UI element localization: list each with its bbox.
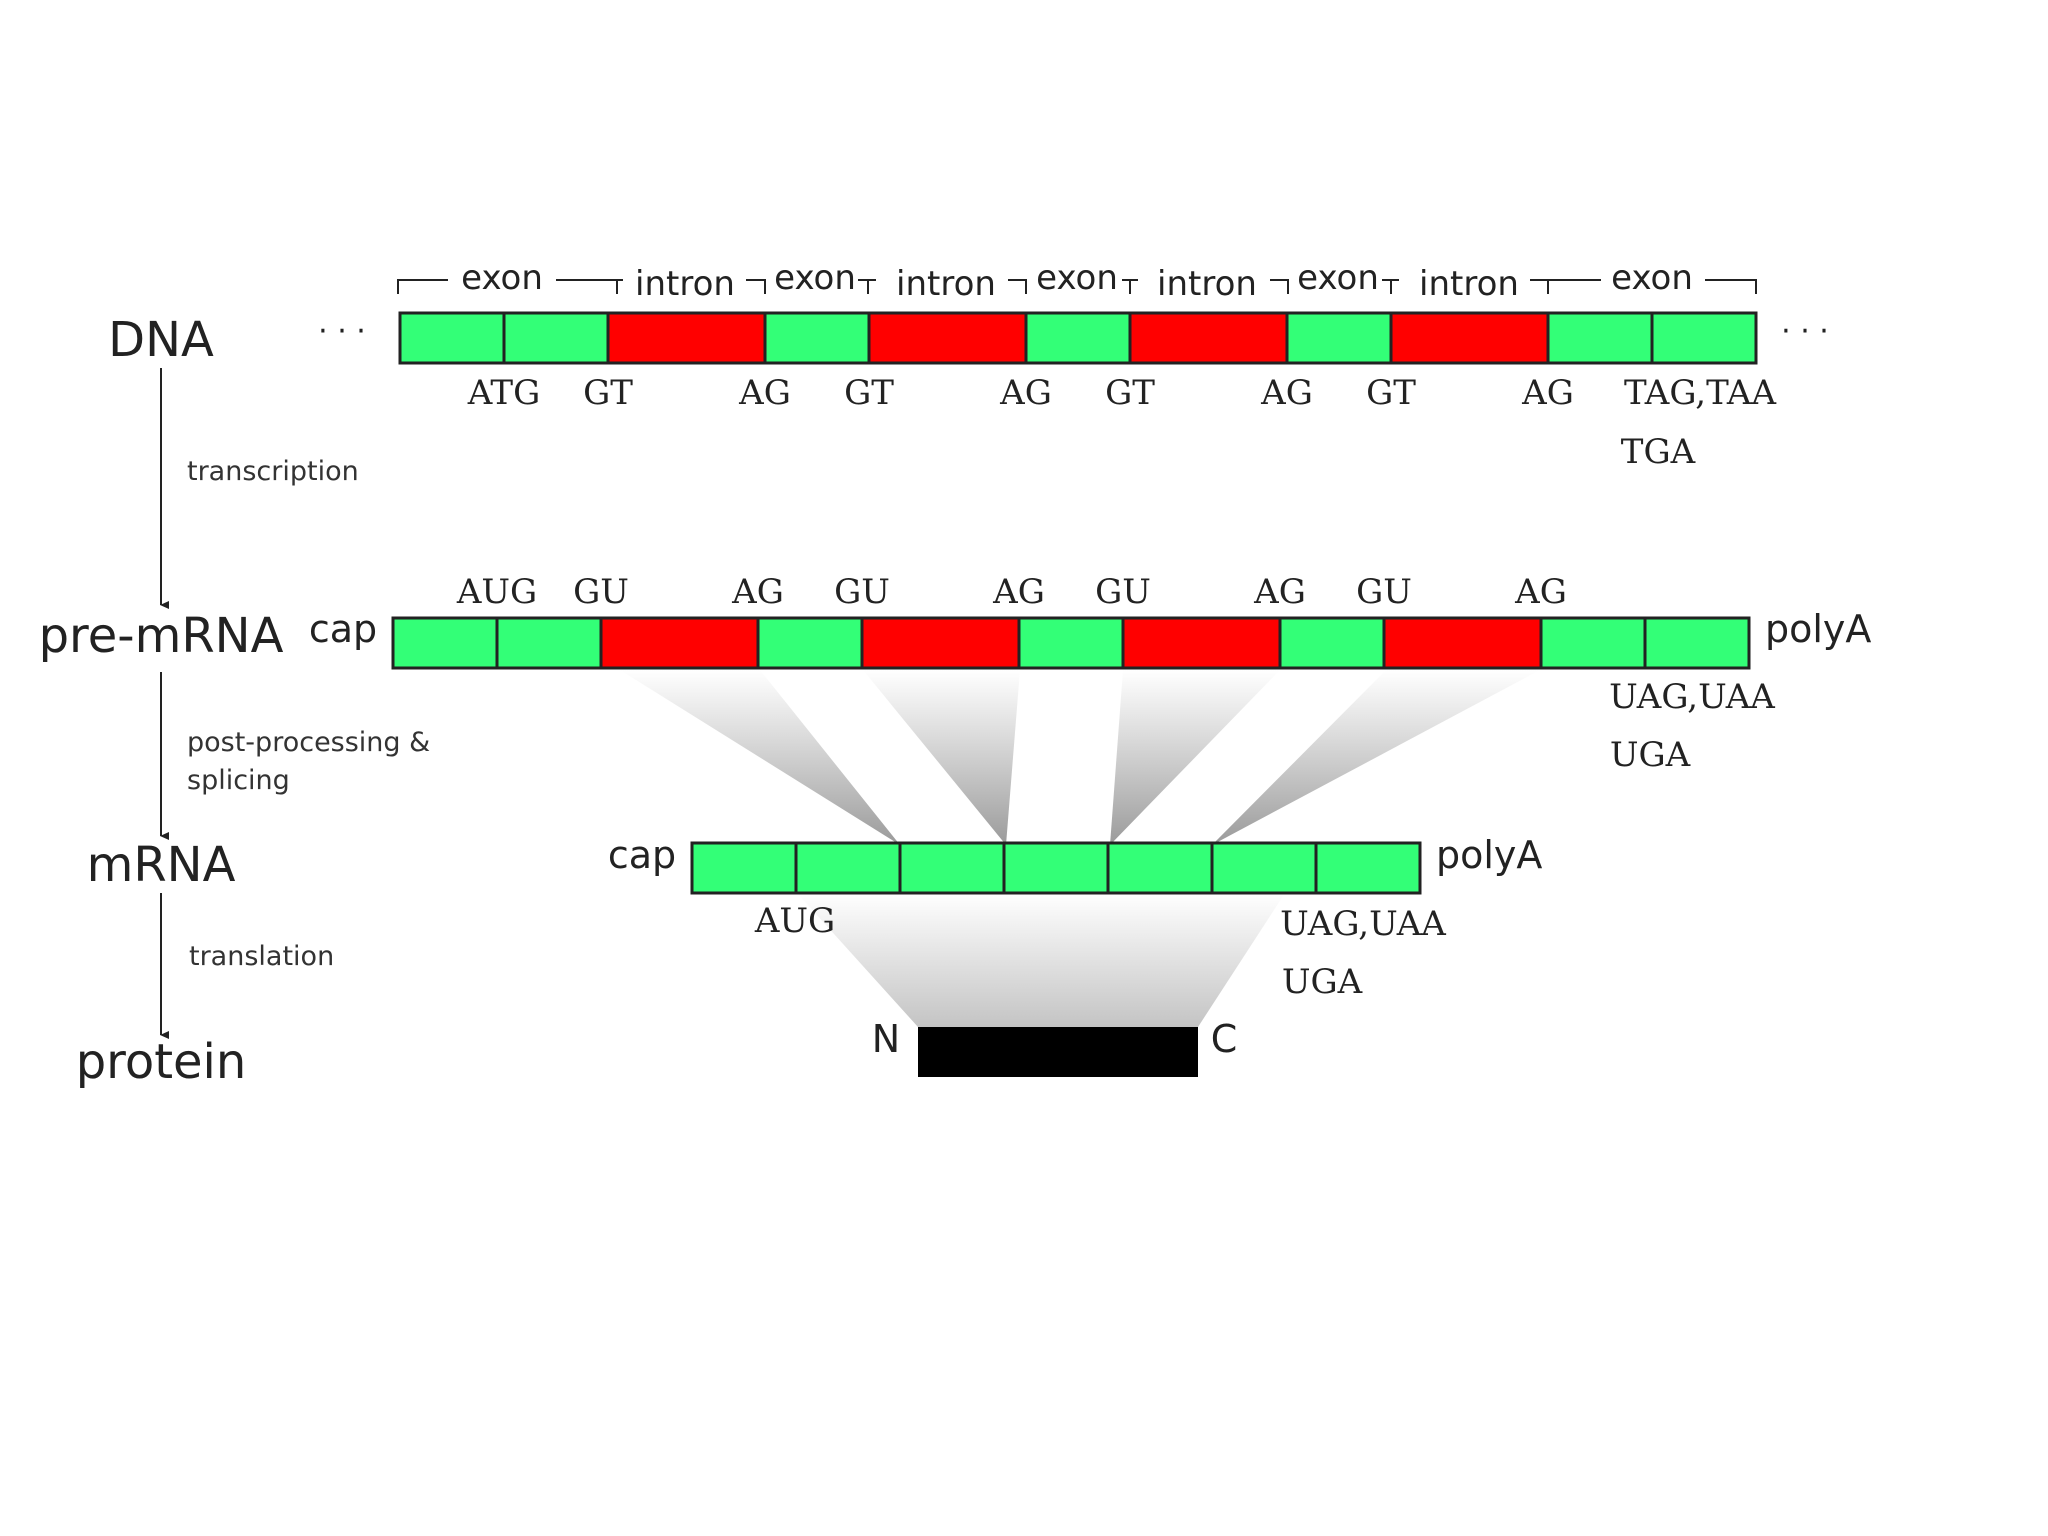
pre-mrna-stop-codons-2: UGA	[1610, 735, 1691, 775]
pre-mrna-polya-label: polyA	[1765, 607, 1871, 651]
pre-mrna-donor-site: GU	[1095, 572, 1151, 612]
dna-donor-site: GT	[583, 373, 633, 413]
stage-label-pre-mrna: pre-mRNA	[39, 608, 284, 664]
pre-mrna-acceptor-site: AG	[731, 572, 784, 612]
dna-ellipsis-left: · · ·	[318, 314, 366, 349]
pre-mrna-cap-label: cap	[309, 607, 377, 651]
region-label-intron-2: intron	[896, 264, 996, 304]
stage-label-protein: protein	[76, 1034, 247, 1090]
mrna-exon-segment	[898, 841, 1006, 895]
dna-ellipsis-right: · · ·	[1781, 314, 1829, 349]
splice-fan-4	[1212, 670, 1540, 845]
dna-stop-codons-2: TGA	[1621, 432, 1696, 472]
pre-mrna-exon-segment	[756, 616, 864, 670]
mrna-strand	[690, 841, 1422, 895]
process-label-transcription: transcription	[187, 456, 359, 487]
mrna-exon-segment	[1106, 841, 1214, 895]
mrna-exon-segment	[1210, 841, 1318, 895]
dna-stop-codons: TAG,TAA	[1624, 373, 1777, 413]
pre-mrna-site-labels: AUG GU AG GU AG GU AG GU AG	[456, 572, 1567, 612]
dna-exon-segment	[1285, 311, 1393, 365]
mrna-cap-label: cap	[608, 833, 676, 877]
dna-donor-site: GT	[844, 373, 894, 413]
mrna-exon-segment	[1314, 841, 1422, 895]
pre-mrna-donor-site: GU	[1356, 572, 1412, 612]
process-label-translation: translation	[189, 941, 334, 972]
mrna-exon-segment	[690, 841, 798, 895]
pre-mrna-strand	[391, 616, 1751, 670]
pre-mrna-intron-segment	[1121, 616, 1282, 670]
region-brackets	[397, 279, 1757, 294]
splice-fan-1	[620, 670, 900, 845]
region-label-intron-1: intron	[635, 264, 735, 304]
pre-mrna-intron-segment	[599, 616, 760, 670]
dna-strand	[398, 311, 1758, 365]
mrna-exon-segment	[1002, 841, 1110, 895]
pre-mrna-exon-segment	[1643, 616, 1751, 670]
process-label-post-processing: post-processing &	[187, 727, 430, 758]
mrna-stop-codons-2: UGA	[1282, 962, 1363, 1002]
dna-acceptor-site: AG	[999, 373, 1052, 413]
dna-acceptor-site: AG	[1521, 373, 1574, 413]
pre-mrna-donor-site: GU	[573, 572, 629, 612]
pre-mrna-acceptor-site: AG	[1253, 572, 1306, 612]
dna-intron-segment	[1389, 311, 1550, 365]
dna-donor-site: GT	[1105, 373, 1155, 413]
region-label-intron-4: intron	[1419, 264, 1519, 304]
dna-exon-segment	[763, 311, 871, 365]
region-label-exon-1: exon	[461, 258, 543, 298]
dna-exon-segment	[398, 311, 506, 365]
mrna-exon-segment	[794, 841, 902, 895]
region-label-exon-5: exon	[1611, 258, 1693, 298]
dna-exon-segment	[502, 311, 610, 365]
dna-intron-segment	[867, 311, 1028, 365]
mrna-polya-label: polyA	[1436, 833, 1542, 877]
region-label-intron-3: intron	[1157, 264, 1257, 304]
stage-label-dna: DNA	[108, 312, 214, 368]
region-label-exon-2: exon	[774, 258, 856, 298]
dna-exon-segment	[1546, 311, 1654, 365]
pre-mrna-donor-site: GU	[834, 572, 890, 612]
pre-mrna-intron-segment	[1382, 616, 1543, 670]
region-label-exon-4: exon	[1297, 258, 1379, 298]
dna-acceptor-site: AG	[738, 373, 791, 413]
protein-c-terminus: C	[1211, 1017, 1238, 1061]
dna-site-labels: ATG GT AG GT AG GT AG GT AG TAG,TAA TGA	[467, 373, 1777, 472]
dna-donor-site: GT	[1366, 373, 1416, 413]
dna-intron-segment	[1128, 311, 1289, 365]
pre-mrna-start-codon: AUG	[456, 572, 537, 612]
region-labels: exon intron exon intron exon intron exon…	[461, 258, 1693, 304]
splice-fan-3	[1110, 670, 1280, 845]
mrna-start-codon: AUG	[754, 901, 835, 941]
dna-acceptor-site: AG	[1260, 373, 1313, 413]
region-label-exon-3: exon	[1036, 258, 1118, 298]
splicing-connectors	[620, 670, 1540, 1027]
pre-mrna-intron-segment	[860, 616, 1021, 670]
pre-mrna-exon-segment	[1539, 616, 1647, 670]
dna-start-codon: ATG	[467, 373, 541, 413]
splice-fan-2	[863, 670, 1020, 845]
protein-chain	[918, 1027, 1198, 1077]
pre-mrna-acceptor-site: AG	[992, 572, 1045, 612]
dna-exon-segment	[1024, 311, 1132, 365]
pre-mrna-exon-segment	[495, 616, 603, 670]
pre-mrna-exon-segment	[391, 616, 499, 670]
dna-exon-segment	[1650, 311, 1758, 365]
pre-mrna-exon-segment	[1017, 616, 1125, 670]
pre-mrna-stop-codons: UAG,UAA	[1609, 677, 1775, 717]
pre-mrna-exon-segment	[1278, 616, 1386, 670]
stage-label-mrna: mRNA	[87, 837, 236, 893]
pre-mrna-acceptor-site: AG	[1514, 572, 1567, 612]
process-label-splicing: splicing	[187, 765, 290, 796]
translation-fan	[797, 893, 1285, 1027]
protein-n-terminus: N	[872, 1017, 900, 1061]
mrna-stop-codons: UAG,UAA	[1280, 904, 1446, 944]
dna-intron-segment	[606, 311, 767, 365]
